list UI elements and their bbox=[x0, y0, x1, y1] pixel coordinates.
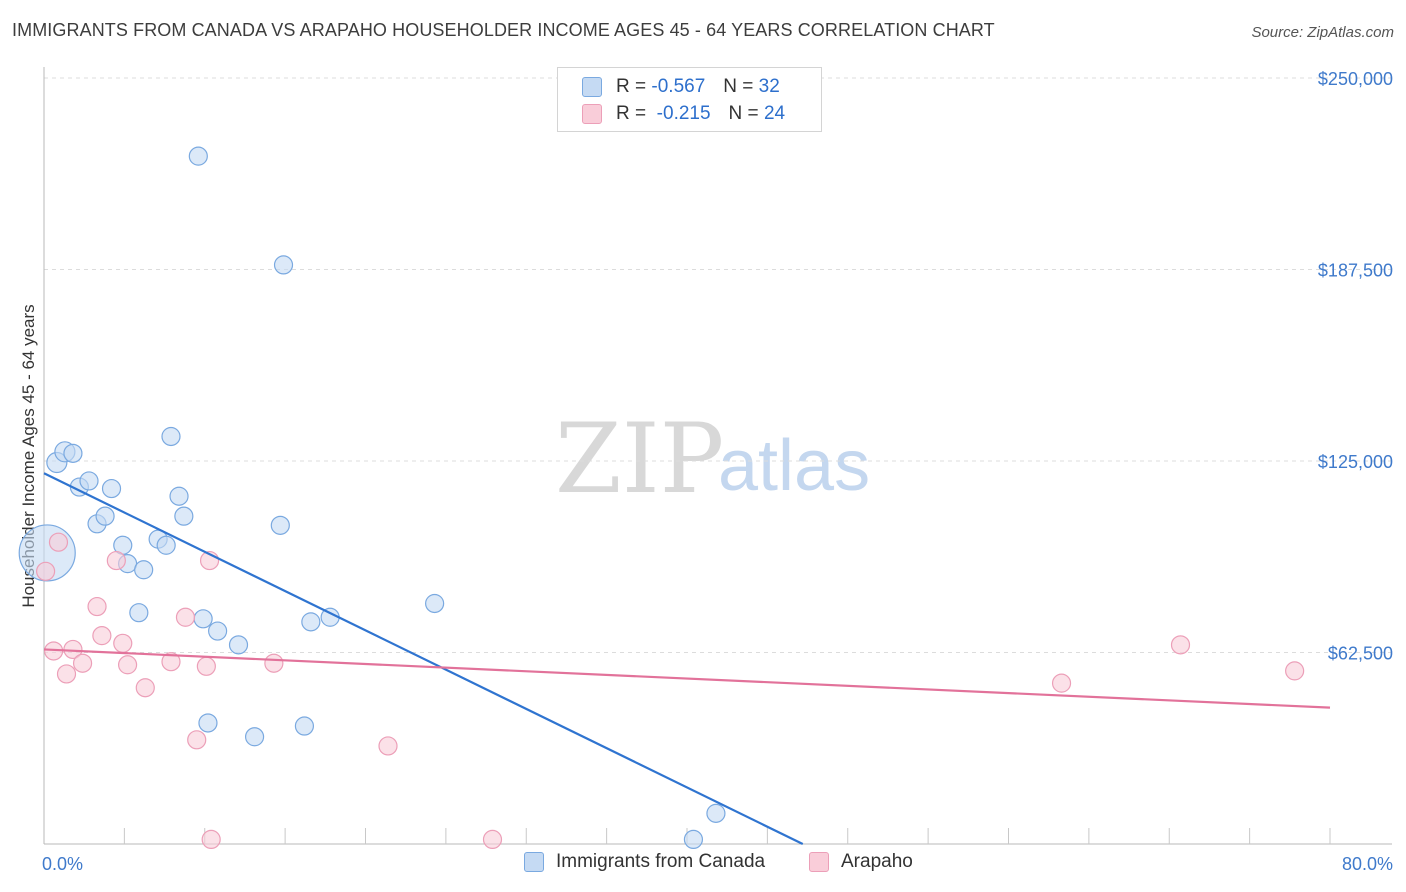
gridlines bbox=[44, 77, 1392, 653]
x-tick-label-max: 80.0% bbox=[1342, 854, 1393, 874]
series-legend-swatch-canada bbox=[524, 852, 544, 872]
x-tick-label-min: 0.0% bbox=[42, 854, 83, 874]
data-point bbox=[706, 803, 726, 823]
data-point bbox=[378, 736, 398, 756]
data-point bbox=[48, 532, 69, 552]
legend-n-value: 24 bbox=[763, 103, 786, 124]
series-legend-canada: Immigrants from Canada bbox=[524, 851, 765, 873]
y-tick-label: $250,000 bbox=[1318, 69, 1393, 89]
legend-swatch-arapaho bbox=[582, 104, 602, 124]
data-point bbox=[201, 829, 221, 850]
trend-line-canada bbox=[43, 472, 804, 845]
series-arapaho-points bbox=[36, 532, 1305, 850]
y-tick-labels: $62,500 $125,000 $187,500 $250,000 bbox=[1318, 69, 1393, 664]
data-point bbox=[683, 829, 704, 850]
legend-n-label: N = bbox=[728, 103, 759, 124]
data-point bbox=[425, 593, 445, 614]
watermark-zip: ZIP bbox=[555, 403, 724, 515]
data-point bbox=[198, 713, 218, 733]
legend-row-canada: R = -0.567 N = 32 bbox=[582, 74, 780, 100]
data-point bbox=[72, 653, 93, 673]
legend-r-label: R = bbox=[616, 76, 647, 97]
data-point bbox=[187, 730, 207, 750]
legend-row-arapaho: R = -0.215 N = 24 bbox=[582, 101, 785, 127]
data-point bbox=[294, 716, 315, 736]
y-tick-label: $187,500 bbox=[1318, 261, 1393, 281]
data-point bbox=[301, 612, 321, 632]
series-legend-label-arapaho: Arapaho bbox=[841, 851, 913, 872]
trend-lines bbox=[43, 472, 1331, 845]
y-tick-label: $62,500 bbox=[1328, 644, 1393, 664]
data-point bbox=[208, 621, 228, 641]
data-point bbox=[175, 607, 196, 627]
data-point bbox=[228, 635, 249, 655]
data-point bbox=[113, 633, 133, 653]
series-legend-arapaho: Arapaho bbox=[809, 851, 913, 873]
data-point bbox=[36, 561, 56, 581]
data-point bbox=[95, 506, 115, 526]
watermark: ZIP atlas bbox=[555, 403, 870, 515]
legend-r-value: -0.215 bbox=[656, 103, 711, 124]
data-point bbox=[161, 426, 181, 447]
data-point bbox=[193, 609, 213, 629]
axes bbox=[43, 67, 1392, 845]
data-point bbox=[56, 664, 77, 684]
legend-r-value: -0.567 bbox=[651, 76, 706, 97]
data-point bbox=[273, 255, 294, 275]
data-point bbox=[129, 603, 149, 623]
y-tick-label: $125,000 bbox=[1318, 452, 1393, 472]
chart-title: IMMIGRANTS FROM CANADA VS ARAPAHO HOUSEH… bbox=[12, 20, 995, 40]
data-point bbox=[270, 515, 290, 535]
legend-swatch-canada bbox=[582, 77, 602, 97]
data-point bbox=[174, 506, 194, 526]
trend-line-arapaho bbox=[43, 648, 1331, 709]
data-point bbox=[244, 727, 265, 747]
source-credit: Source: ZipAtlas.com bbox=[1251, 24, 1394, 41]
data-point bbox=[135, 678, 155, 698]
data-point bbox=[106, 550, 126, 571]
series-legend-label-canada: Immigrants from Canada bbox=[556, 851, 766, 872]
data-point bbox=[87, 596, 107, 617]
data-point bbox=[169, 486, 189, 506]
legend-r-label: R = bbox=[616, 103, 647, 124]
legend-n-value: 32 bbox=[758, 76, 780, 97]
data-point bbox=[264, 653, 284, 673]
data-point bbox=[79, 471, 99, 491]
x-ticks bbox=[123, 828, 1331, 844]
data-point bbox=[161, 652, 181, 672]
data-point bbox=[482, 829, 503, 850]
data-point bbox=[1051, 673, 1072, 693]
data-point bbox=[156, 535, 176, 555]
data-point bbox=[1285, 661, 1305, 681]
data-point bbox=[134, 560, 154, 580]
watermark-atlas: atlas bbox=[718, 426, 870, 506]
data-point bbox=[63, 443, 83, 463]
data-point bbox=[101, 478, 122, 499]
data-point bbox=[117, 655, 138, 675]
legend-n-label: N = bbox=[723, 76, 754, 97]
series-legend-swatch-arapaho bbox=[809, 852, 829, 872]
stats-legend: R = -0.567 N = 32 R = -0.215 N = 24 bbox=[557, 67, 822, 132]
data-point bbox=[196, 656, 216, 676]
data-point bbox=[188, 146, 208, 166]
data-point bbox=[92, 626, 112, 646]
data-point bbox=[1170, 635, 1191, 655]
